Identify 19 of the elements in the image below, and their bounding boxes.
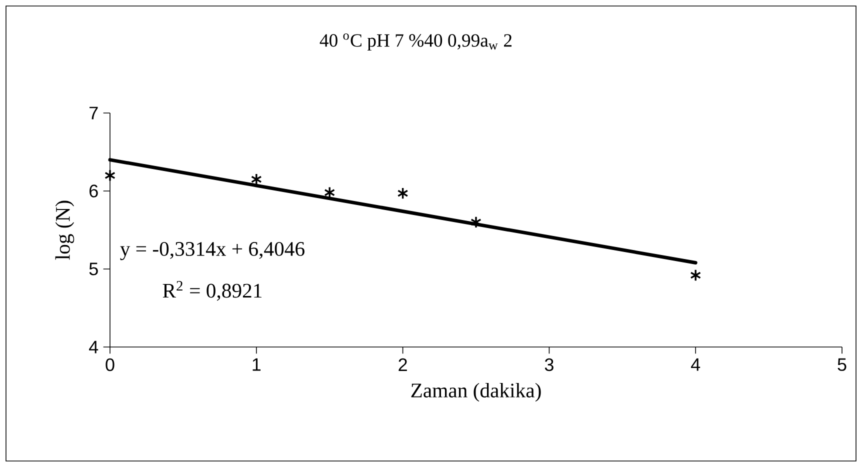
x-tick-label: 5: [838, 358, 846, 371]
y-tick-label: 6: [90, 184, 98, 198]
annotation: y = -0,3314x + 6,4046: [120, 242, 304, 260]
point: [104, 169, 116, 182]
x-tick-label: 0: [106, 358, 114, 372]
x-tick-label: 2: [398, 358, 407, 371]
point: [690, 269, 702, 282]
y-axis-title: log (N): [55, 200, 74, 260]
x-tick-label: 1: [252, 358, 261, 371]
point: [397, 187, 408, 200]
annotation: R$^{2}$ = 0,8921: [162, 280, 262, 301]
x-axis-title: Zaman (dakika): [411, 382, 541, 402]
x-tick-label: 3: [544, 358, 554, 372]
chart-title: 40 $^{o}$C pH 7 %40 0,99a$_{w}$ 2: [320, 33, 512, 51]
point: [470, 216, 482, 228]
y-tick-label: 4: [89, 340, 98, 354]
y-tick-label: 5: [89, 262, 98, 276]
x-tick-label: 4: [691, 358, 700, 371]
y-tick-label: 7: [90, 106, 98, 120]
